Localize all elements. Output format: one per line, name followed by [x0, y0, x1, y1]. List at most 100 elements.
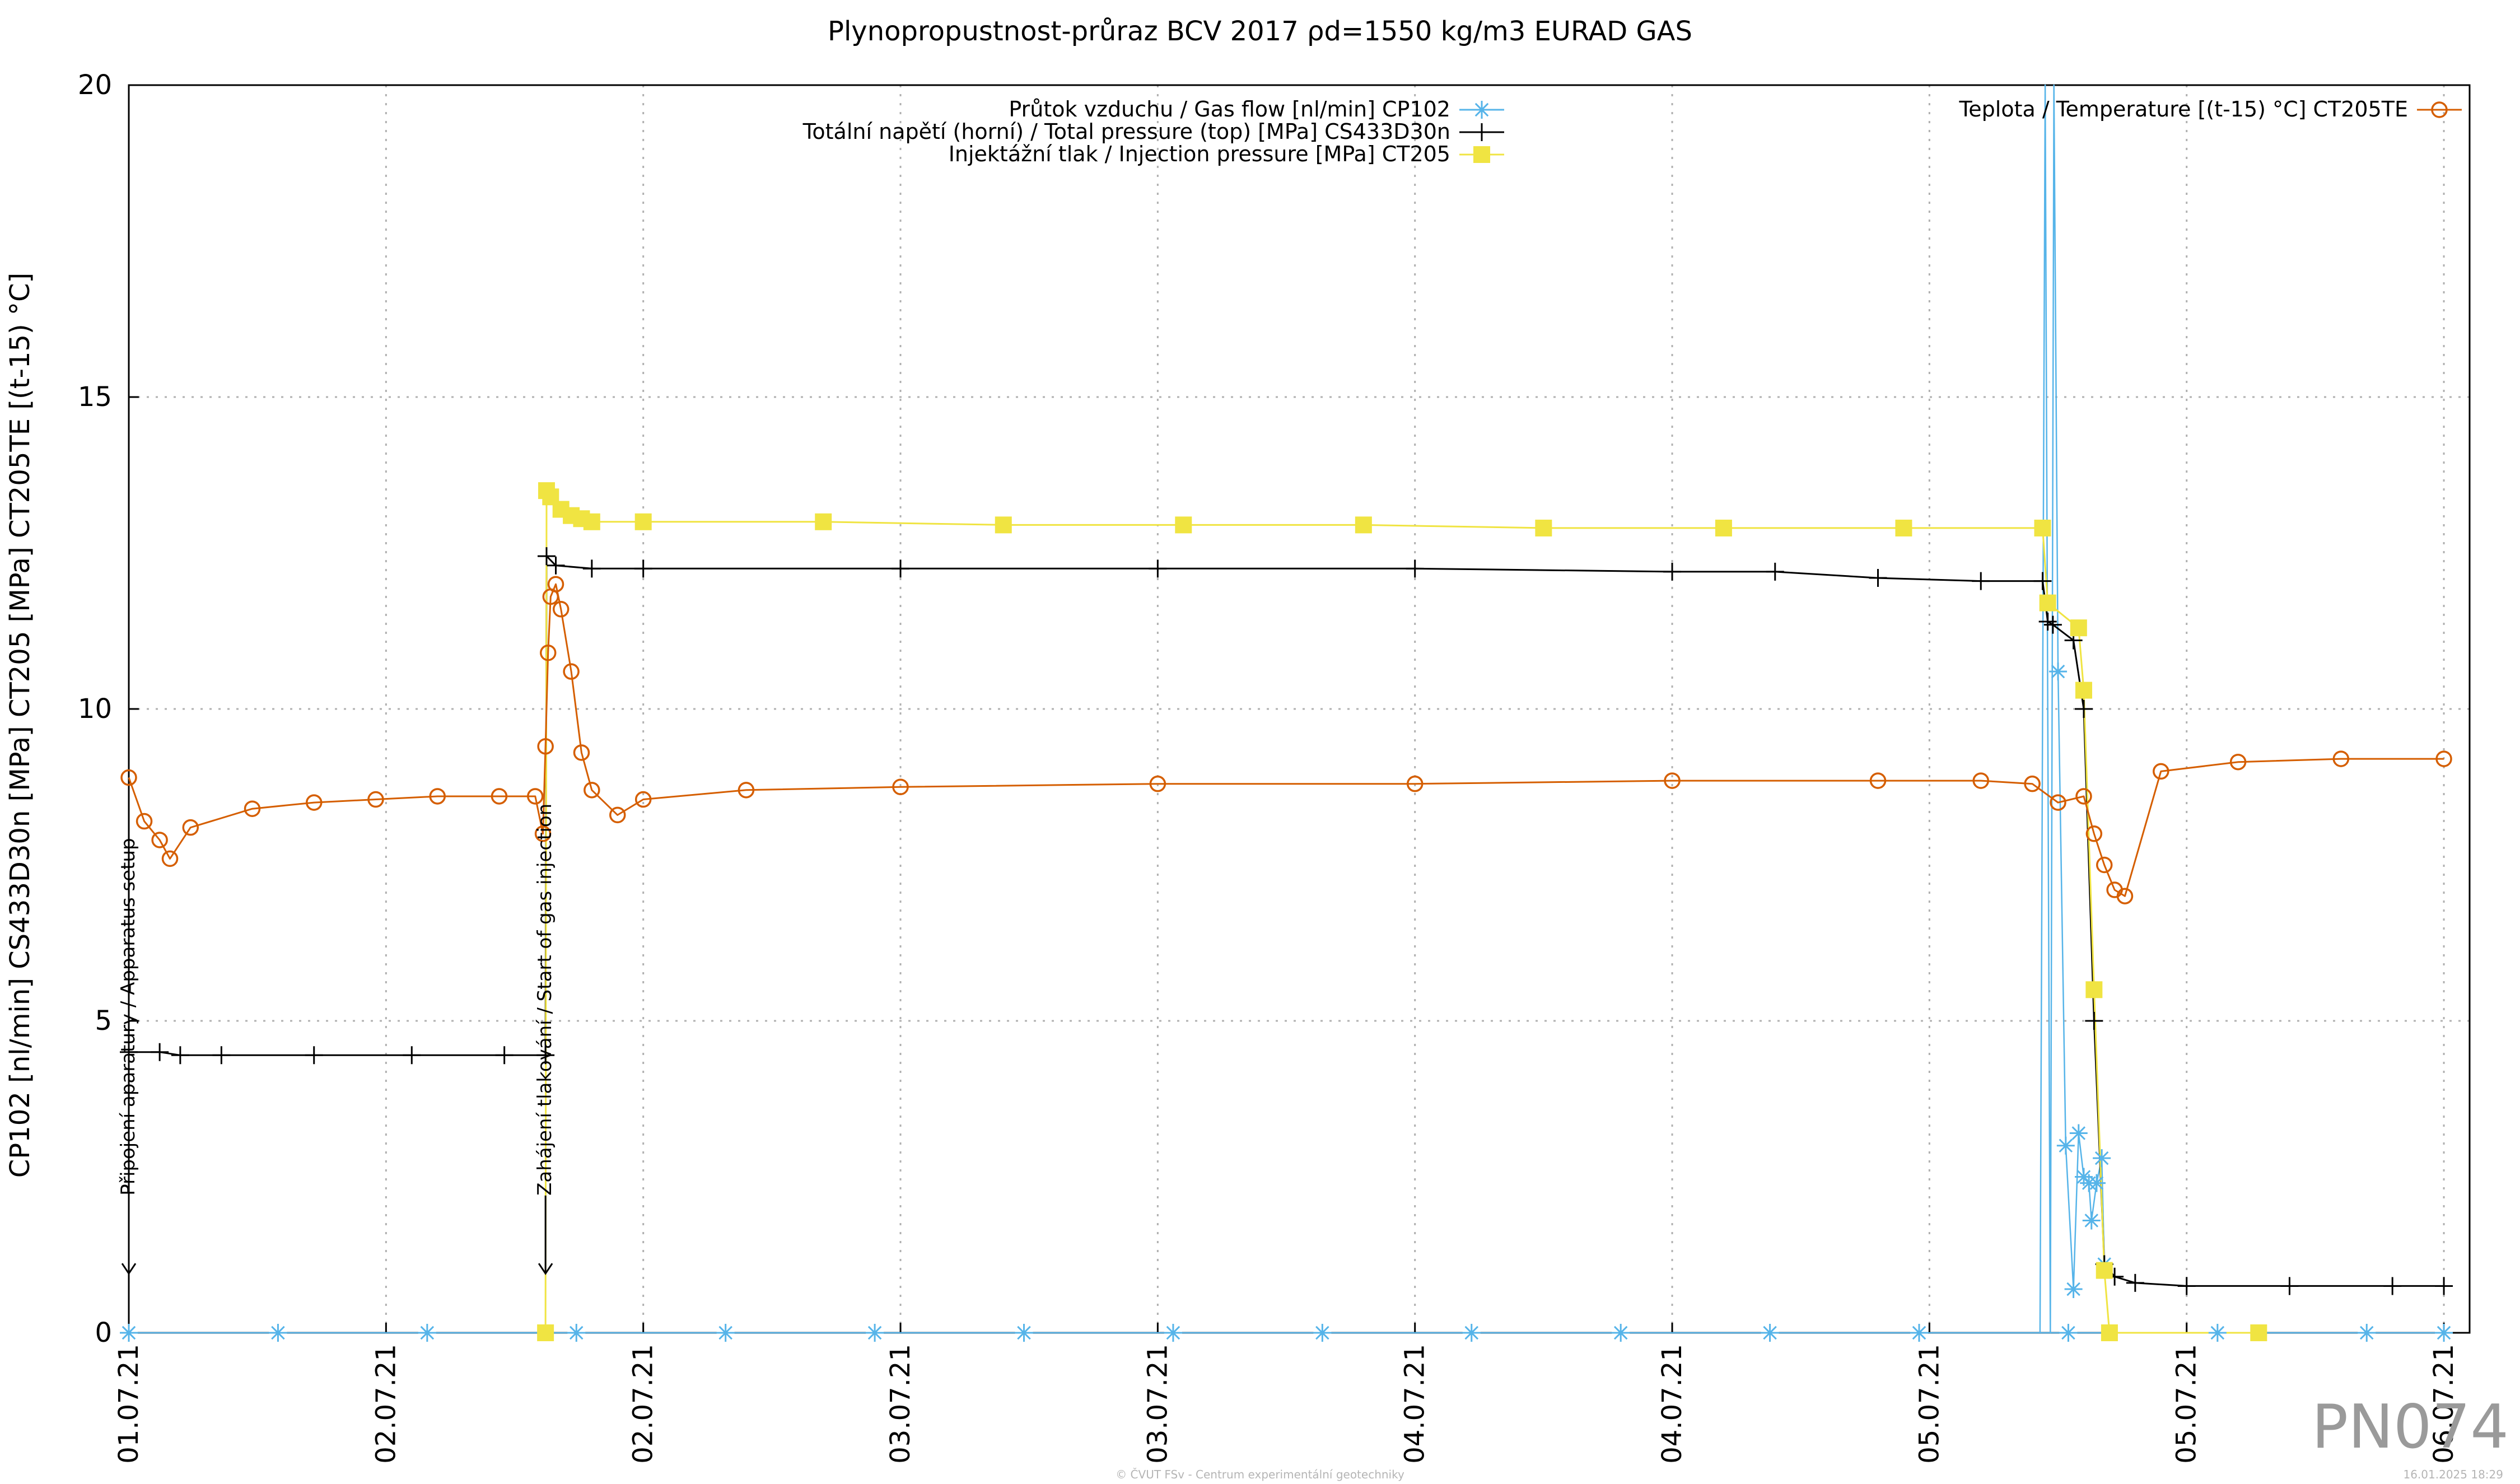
data-point	[1869, 772, 1887, 789]
data-point	[1015, 1324, 1033, 1342]
data-point	[2358, 1324, 2376, 1342]
data-point	[995, 516, 1012, 534]
data-point	[2126, 1273, 2144, 1292]
data-point	[151, 832, 168, 848]
data-point	[892, 778, 909, 795]
data-point	[563, 663, 580, 680]
data-point	[1164, 1324, 1182, 1342]
data-point	[269, 1324, 287, 1342]
data-point	[609, 806, 626, 824]
data-point	[2116, 888, 2134, 904]
data-point	[1149, 775, 1166, 792]
data-point	[547, 556, 565, 575]
data-point	[151, 1043, 169, 1061]
y-tick-label: 20	[78, 69, 112, 101]
data-point	[2085, 1012, 2103, 1030]
data-point	[1149, 559, 1167, 578]
y-tick-label: 0	[95, 1317, 112, 1348]
watermark: PN074	[2312, 1392, 2509, 1462]
data-point	[2024, 775, 2041, 792]
y-tick-label: 10	[78, 693, 112, 725]
data-point	[583, 513, 600, 530]
data-point	[738, 782, 755, 799]
data-point	[2208, 1324, 2227, 1342]
data-point	[634, 513, 652, 530]
data-point	[567, 1324, 586, 1342]
data-point	[1612, 1324, 1630, 1342]
data-point	[2096, 1262, 2113, 1279]
data-point	[1462, 1324, 1481, 1342]
data-point	[2101, 1324, 2118, 1341]
data-point	[367, 791, 384, 808]
data-point	[2085, 981, 2103, 998]
data-point	[536, 1046, 555, 1065]
data-point	[305, 1046, 323, 1065]
data-point	[403, 1046, 421, 1065]
x-tick-label: 04.07.21	[1656, 1344, 1688, 1464]
data-point	[2085, 825, 2103, 842]
data-point	[537, 1324, 554, 1341]
data-point	[136, 813, 153, 830]
data-point	[2069, 1124, 2088, 1142]
data-point	[212, 1046, 231, 1065]
data-point	[1972, 572, 1990, 590]
x-tick-label: 06.07.21	[2428, 1344, 2460, 1464]
data-point	[2075, 788, 2092, 805]
data-point	[1972, 772, 1990, 789]
series-line-injection-pressure	[544, 489, 2259, 1334]
data-point	[2435, 1324, 2453, 1342]
data-point	[1406, 775, 1424, 792]
data-point	[892, 559, 910, 578]
y-axis-label: CP102 [nl/min] CS433D30n [MPa] CT205 [MP…	[4, 273, 36, 1178]
legend-label: Totální napětí (horní) / Total pressure …	[802, 119, 1450, 144]
series-markers	[120, 482, 2453, 1342]
data-point	[2250, 1324, 2267, 1341]
footer-credit: © ČVUT FSv - Centrum experimentální geot…	[1116, 1468, 1404, 1481]
data-point	[495, 1046, 514, 1065]
data-point	[2050, 794, 2066, 811]
data-point	[182, 819, 199, 836]
legend-label: Průtok vzduchu / Gas flow [nl/min] CP102	[1009, 97, 1450, 122]
x-tick-label: 05.07.21	[1914, 1344, 1945, 1464]
data-point	[584, 782, 600, 799]
data-point	[120, 1043, 138, 1061]
data-point	[1473, 123, 1491, 141]
x-tick-label: 02.07.21	[628, 1344, 659, 1464]
data-point	[2056, 1136, 2075, 1155]
data-point	[2033, 572, 2052, 590]
data-point	[2059, 1324, 2078, 1342]
annotation-arrowhead	[121, 1263, 137, 1275]
x-tick-label: 03.07.21	[885, 1344, 916, 1464]
data-point	[491, 788, 508, 805]
annotation-arrowhead	[538, 1263, 553, 1275]
data-point	[534, 825, 552, 842]
y-tick-label: 5	[95, 1005, 112, 1037]
series-line-total-pressure	[129, 555, 2444, 1287]
data-point	[2093, 1149, 2111, 1168]
data-point	[2280, 1277, 2299, 1295]
data-point	[1406, 559, 1424, 578]
data-point	[552, 601, 570, 618]
data-point	[2096, 856, 2113, 874]
data-point	[1535, 519, 1552, 536]
data-point	[547, 576, 564, 592]
data-point	[161, 850, 179, 867]
data-point	[2177, 1277, 2196, 1295]
legend: Průtok vzduchu / Gas flow [nl/min] CP102…	[802, 97, 2462, 166]
data-point	[2034, 519, 2051, 536]
data-point	[171, 1046, 189, 1065]
data-point	[2332, 750, 2350, 767]
y-tick-label: 15	[78, 381, 112, 413]
data-point	[634, 791, 652, 808]
x-tick-label: 05.07.21	[2171, 1344, 2202, 1464]
x-tick-label: 01.07.21	[113, 1344, 144, 1464]
data-point	[2049, 662, 2068, 681]
data-point	[815, 513, 832, 530]
x-tick-label: 02.07.21	[370, 1344, 402, 1464]
data-point	[2064, 1280, 2083, 1299]
data-point	[120, 1324, 138, 1342]
legend-label: Injektážní tlak / Injection pressure [MP…	[949, 142, 1450, 166]
annotations: Připojení aparatury / Apparatus setup Zah…	[117, 804, 556, 1275]
data-point	[2038, 613, 2057, 631]
